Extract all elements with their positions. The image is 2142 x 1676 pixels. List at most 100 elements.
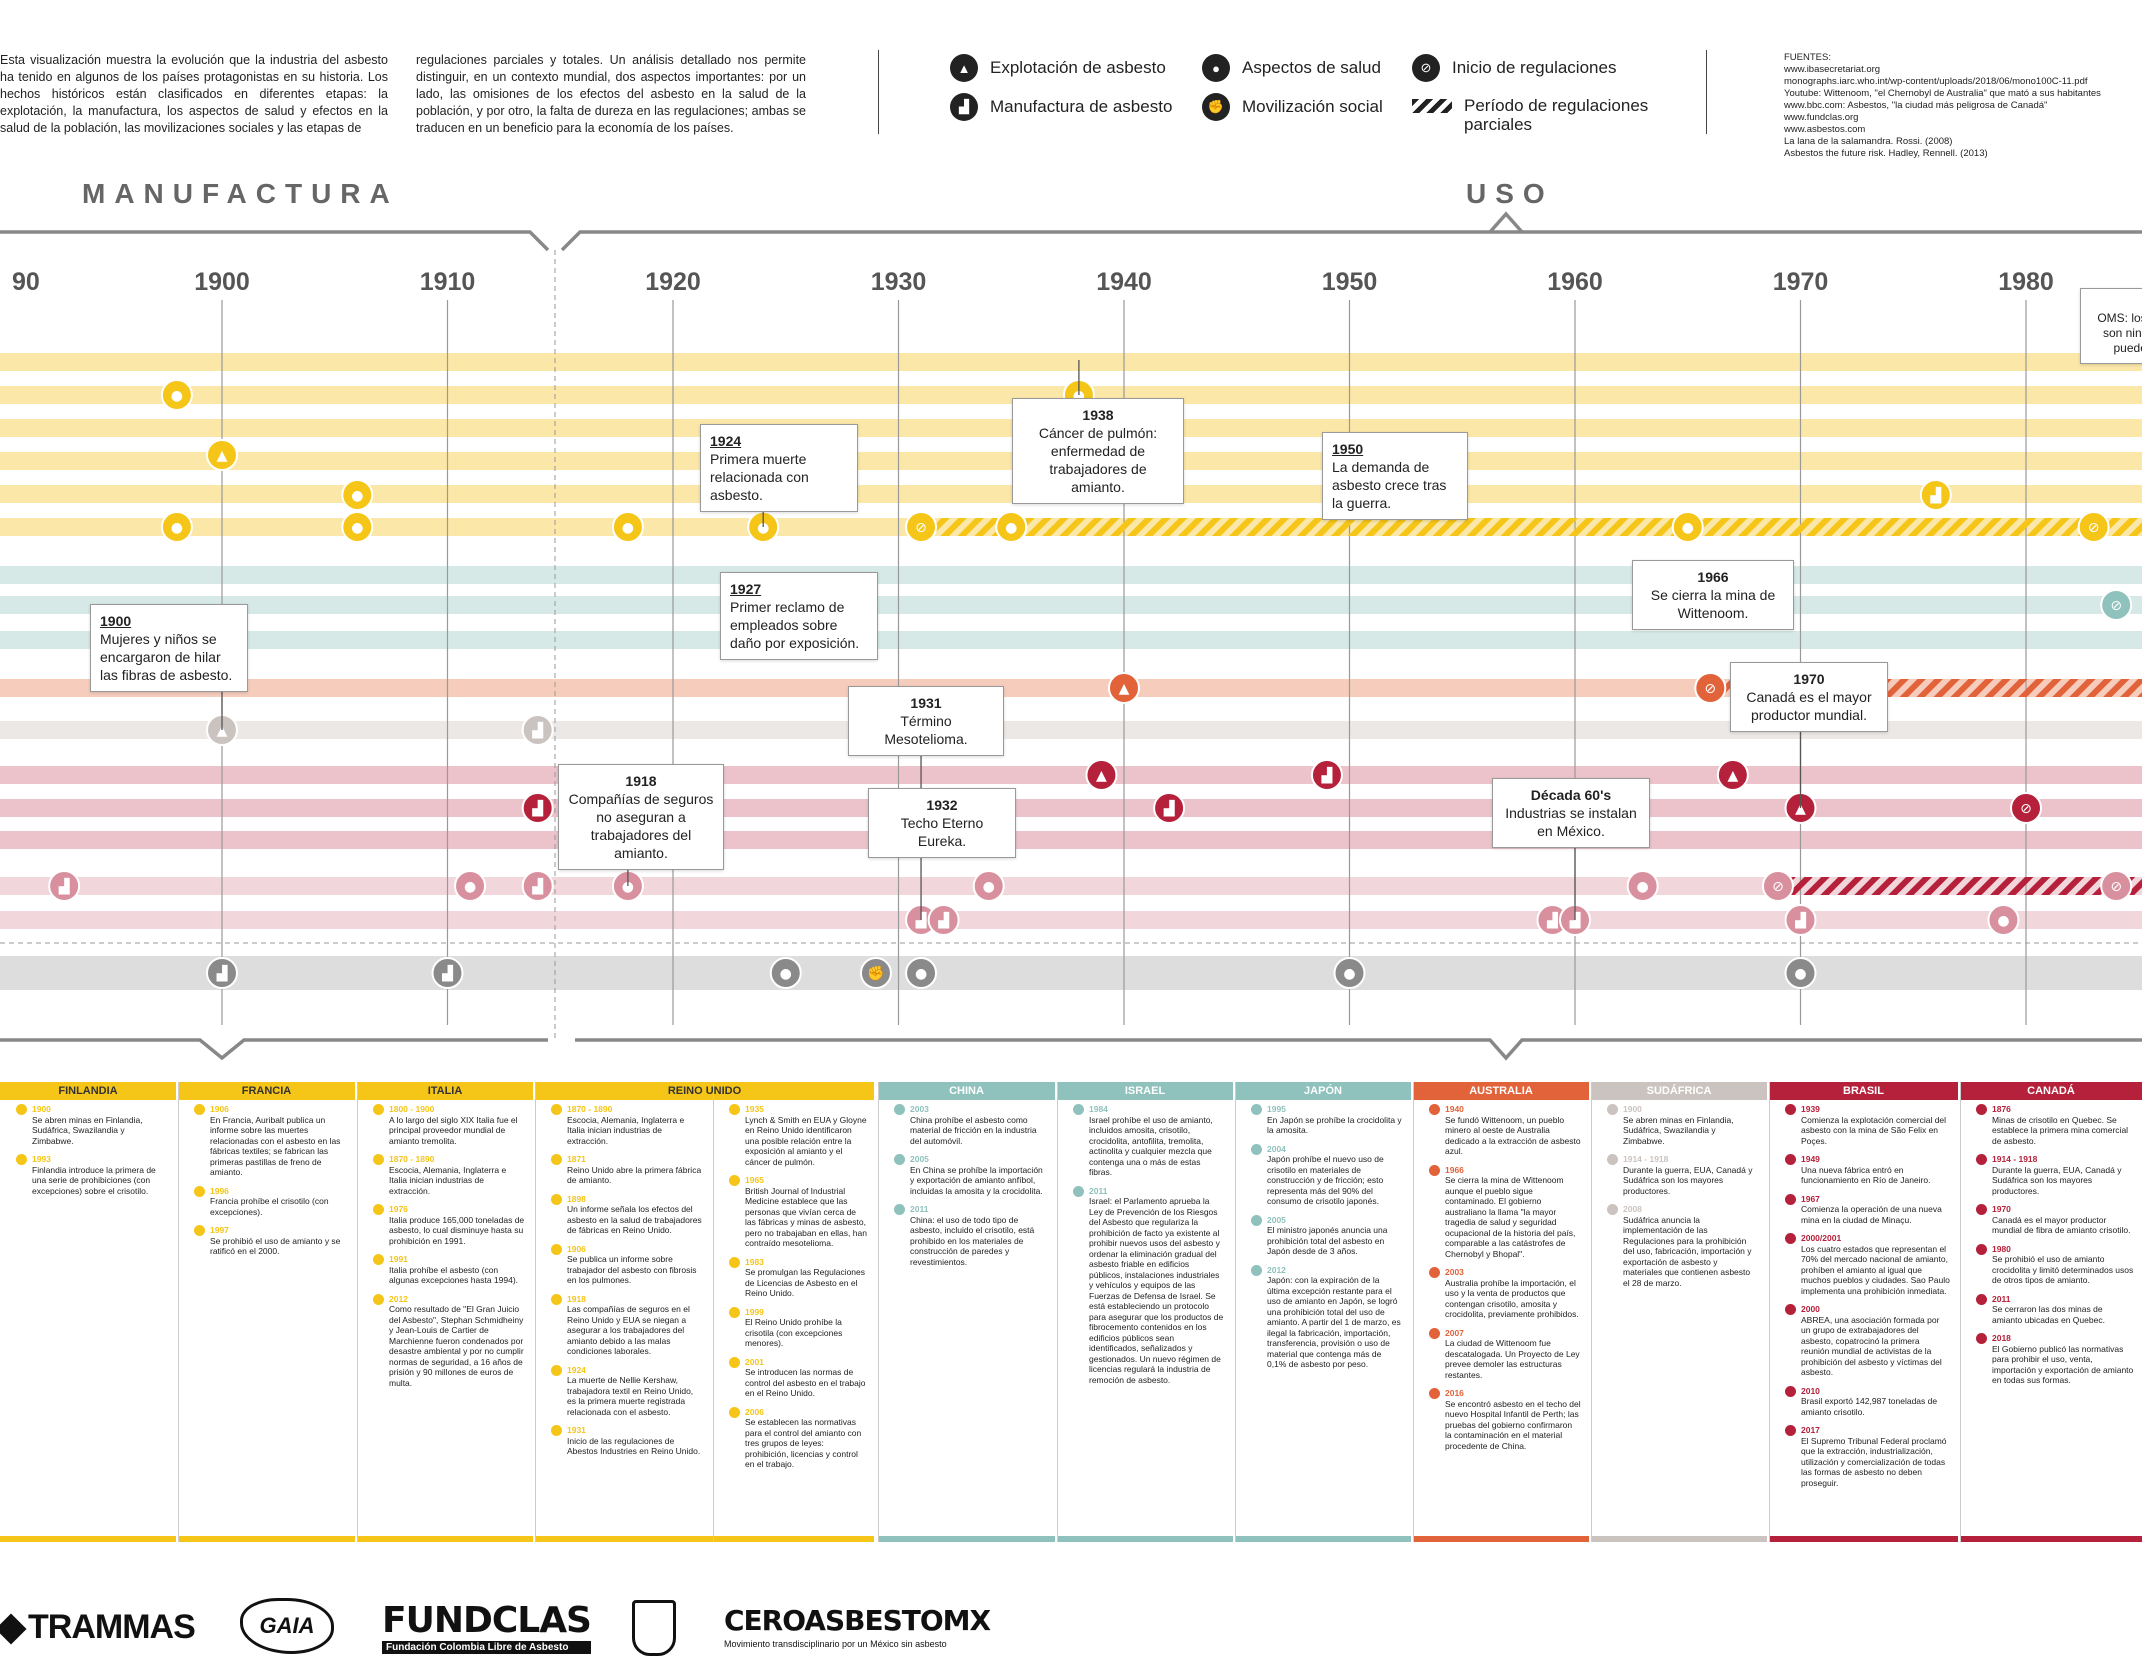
factory-icon: ▟: [1929, 486, 1941, 504]
history-entry: 1935 Lynch & Smith en EUA y Gloyne en Rei…: [729, 1104, 868, 1167]
event-marker-factory-icon: ▟: [1536, 904, 1569, 936]
history-entry: 2007 La ciudad de Wittenoom fue descatalo…: [1429, 1327, 1581, 1381]
annotation-box: 1970 Canadá es el mayor productor mundial…: [1730, 662, 1888, 732]
event-marker-factory-icon: ▟: [521, 792, 554, 824]
sources: FUENTES: www.ibasecretariat.org monograph…: [1784, 52, 2114, 160]
history-entry: 1871 Reino Unido abre la primera fábrica …: [551, 1154, 703, 1186]
factory-icon: ▟: [216, 964, 228, 982]
country-header: CHINA: [878, 1082, 1055, 1100]
history-entry: 1900 Se abren minas en Finlandia, Sudáfri…: [16, 1104, 168, 1146]
factory-icon: ▟: [1794, 911, 1806, 929]
entry-icon: [16, 1104, 27, 1115]
history-entry: 1918 Las compañías de seguros en el Reino…: [551, 1293, 703, 1357]
history-entry: 1997 Se prohibió el uso de amianto y se r…: [194, 1225, 347, 1257]
event-marker-factory-icon: ▟: [48, 870, 81, 902]
event-marker-head-icon: ●: [905, 957, 938, 989]
head-icon: ●: [1202, 54, 1230, 82]
entry-icon: [373, 1154, 384, 1165]
entry-icon: [373, 1293, 384, 1305]
history-entry: 2008 Sudáfrica anuncia la implementación …: [1607, 1204, 1759, 1288]
event-marker-mountain-icon: ▲: [206, 439, 238, 471]
annotation-box: 1950 La demanda de asbesto crece tras la …: [1322, 432, 1468, 520]
entry-icon: [551, 1364, 562, 1376]
annotation-box: 1OMS: los amianto son ningún nive puede …: [2080, 288, 2142, 364]
entry-icon: [1251, 1143, 1262, 1155]
factory-icon: ▟: [1163, 799, 1175, 817]
factory-icon: ▟: [531, 877, 543, 895]
fist-icon: ✊: [1202, 93, 1230, 121]
lane-band: [0, 766, 2142, 784]
entry-icon: [1429, 1388, 1440, 1399]
mountain-icon: ▲: [217, 448, 228, 464]
head-icon: ●: [1637, 879, 1649, 895]
prohibited-icon: ⊘: [2020, 801, 2032, 817]
bracket-uso-top: [560, 230, 2142, 252]
annotation-box: 1918 Compañías de seguros no aseguran a t…: [558, 764, 724, 870]
entry-icon: [894, 1104, 905, 1115]
event-marker-mountain-icon: ▲: [1085, 759, 1118, 791]
factory-icon: ▟: [531, 799, 543, 817]
history-entry: 2005 En China se prohíbe la importación y…: [894, 1154, 1047, 1196]
logo-fundclas: FUNDCLAS Fundación Colombia Libre de Asb…: [382, 1600, 592, 1654]
history-entry: 1976 Italia produce 165,000 toneladas de …: [373, 1204, 525, 1246]
logo-shield: [632, 1600, 676, 1656]
bracket-manufactura-bottom: [0, 1038, 548, 1061]
prohibited-icon: ⊘: [915, 520, 927, 536]
event-marker-head-icon: ●: [1333, 957, 1366, 989]
legend-label: Movilización social: [1242, 97, 1383, 116]
intro-text-1: Esta visualización muestra la evolución …: [0, 53, 388, 135]
country-header: SUDÁFRICA: [1591, 1082, 1767, 1100]
legend-explotacion: ▲ Explotación de asbesto: [950, 54, 1166, 82]
country-footer-bar: [878, 1536, 1055, 1542]
history-entry: 1870 - 1890 Escocia, Alemania, Inglaterra…: [551, 1104, 703, 1146]
entry-icon: [894, 1154, 905, 1165]
country-footer-bar: [1769, 1536, 1958, 1542]
column-divider: [1057, 1082, 1058, 1542]
annotation-box: Década 60's Industrias se instalan en Méx…: [1492, 778, 1650, 848]
event-marker-mountain-icon: ▲: [1716, 759, 1749, 791]
head-icon: ●: [351, 488, 363, 504]
event-marker-prohibited-icon: ⊘: [2100, 870, 2133, 902]
bracket-uso-bottom: [575, 1038, 2142, 1061]
entry-icon: [373, 1254, 384, 1265]
entry-icon: [551, 1425, 562, 1436]
history-entry: 1939 Comienza la explotación comercial de…: [1785, 1104, 1950, 1146]
bracket-uso-notch: [1488, 211, 1524, 234]
entry-icon: [1976, 1293, 1987, 1305]
logo-trammas: TRAMMAS: [0, 1608, 196, 1647]
entry-icon: [373, 1204, 384, 1215]
legend-salud: ● Aspectos de salud: [1202, 54, 1381, 82]
column-divider: [1769, 1082, 1770, 1542]
country-header: ITALIA: [357, 1082, 533, 1100]
legend-label: Aspectos de salud: [1242, 58, 1381, 77]
source-line: www.bbc.com: Asbestos, "la ciudad más pe…: [1784, 100, 2048, 111]
event-marker-head-icon: ●: [160, 511, 193, 543]
column-divider: [357, 1082, 358, 1542]
factory-icon: ▟: [441, 964, 453, 982]
column-divider: [1591, 1082, 1592, 1542]
country-header: BRASIL: [1769, 1082, 1958, 1100]
column-divider: [1960, 1082, 1961, 1542]
head-icon: ●: [1682, 520, 1694, 536]
year-label-1950: 1950: [1322, 268, 1378, 296]
lane-band: [0, 831, 2142, 849]
column-divider: [535, 1082, 536, 1542]
history-entry: 1914 - 1918 Durante la guerra, EUA, Canad…: [1607, 1154, 1759, 1196]
event-marker-head-icon: ●: [1784, 957, 1817, 989]
bracket-manufactura-top: [0, 230, 550, 252]
entry-icon: [551, 1154, 562, 1165]
country-header: ISRAEL: [1057, 1082, 1233, 1100]
event-marker-factory-icon: ▟: [1919, 479, 1952, 511]
history-entry: 1906 En Francia, Auribalt publica un info…: [194, 1104, 347, 1178]
event-marker-head-icon: ●: [160, 379, 193, 411]
logo-ceroasbestomx: CEROASBESTOMX Movimiento transdisciplina…: [724, 1604, 991, 1649]
country-header: JAPÓN: [1235, 1082, 1411, 1100]
history-entry: 1940 Se fundó Wittenoom, un pueblo minero…: [1429, 1104, 1581, 1157]
year-label-1930: 1930: [871, 268, 927, 296]
event-marker-head-icon: ●: [1987, 904, 2020, 936]
source-line: www.fundclas.org: [1784, 112, 1859, 123]
history-entry: 2011 Israel: el Parlamento aprueba la Ley…: [1073, 1185, 1225, 1386]
entry-icon: [194, 1225, 205, 1236]
intro-text-2: regulaciones parciales y totales. Un aná…: [416, 53, 806, 135]
lane-band: [0, 799, 2142, 817]
